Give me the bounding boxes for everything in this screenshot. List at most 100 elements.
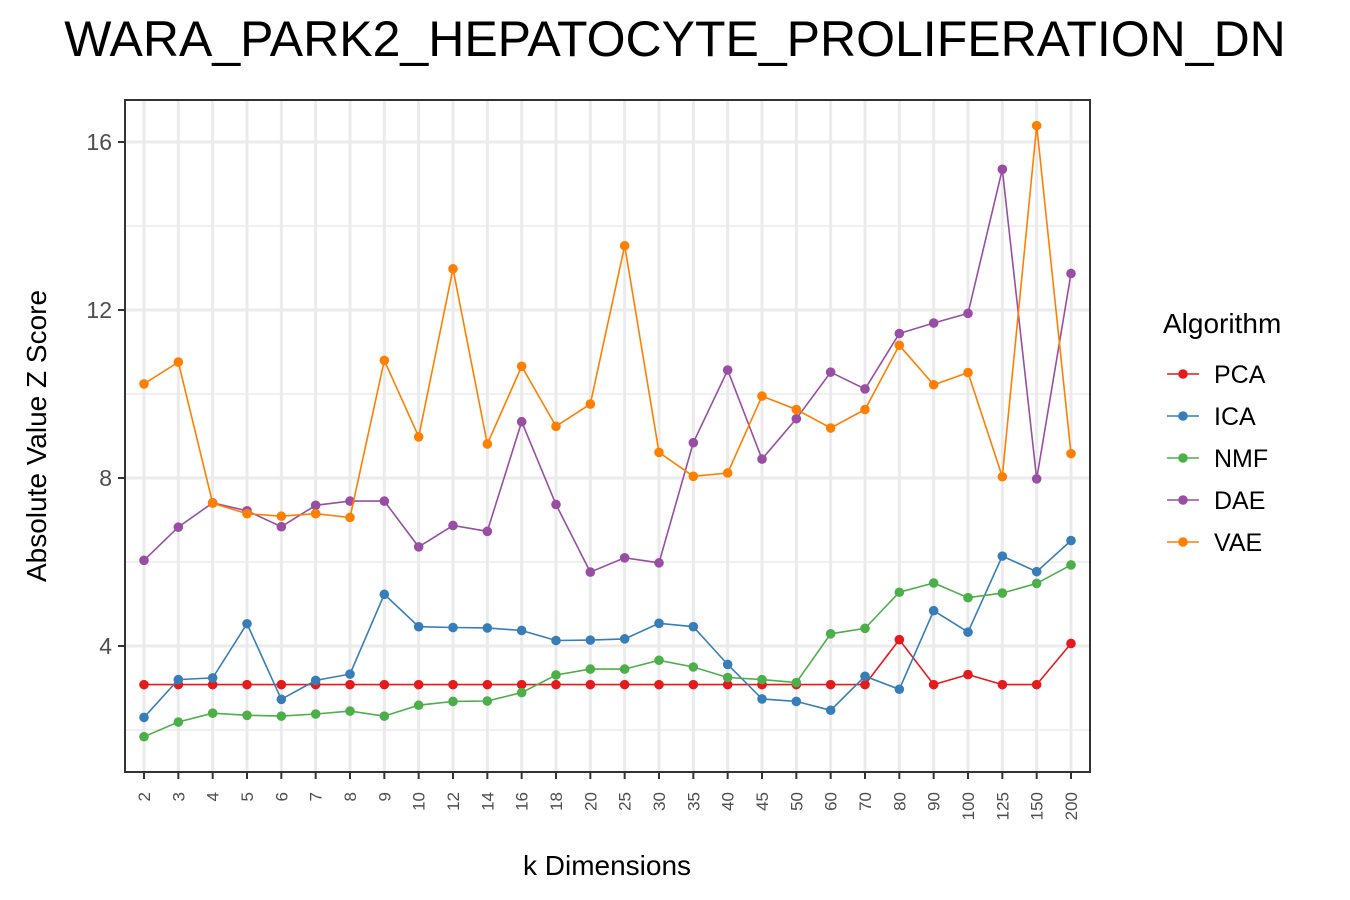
x-tick-label: 30 — [650, 792, 669, 811]
x-tick-label: 18 — [547, 792, 566, 811]
data-point-dae — [173, 522, 184, 532]
data-point-nmf — [722, 672, 733, 683]
series-dae — [139, 164, 1076, 577]
data-point-vae — [207, 498, 218, 509]
data-point-ica — [242, 618, 252, 629]
data-point-dae — [482, 526, 493, 537]
data-point-pca — [963, 669, 973, 680]
data-point-pca — [860, 679, 870, 690]
data-point-nmf — [345, 706, 355, 716]
x-tick-label: 100 — [959, 792, 978, 820]
data-point-dae — [860, 384, 870, 394]
x-tick-label: 40 — [719, 792, 738, 811]
data-point-nmf — [276, 711, 287, 721]
y-tick-label: 4 — [99, 633, 112, 659]
data-point-dae — [928, 318, 939, 328]
x-tick-label: 150 — [1028, 792, 1047, 820]
data-point-pca — [894, 634, 905, 645]
data-point-ica — [276, 694, 287, 705]
data-point-dae — [1066, 268, 1076, 279]
chart-title: WARA_PARK2_HEPATOCYTE_PROLIFERATION_DN — [64, 11, 1286, 67]
data-point-ica — [722, 659, 733, 670]
data-point-pca — [997, 679, 1008, 690]
data-point-dae — [825, 367, 836, 377]
data-point-ica — [207, 673, 218, 683]
data-point-ica — [448, 622, 458, 633]
series-ica — [139, 535, 1076, 723]
x-tick-label: 70 — [856, 792, 875, 811]
data-point-ica — [310, 675, 321, 686]
data-point-vae — [860, 404, 870, 415]
x-tick-label: 35 — [684, 792, 703, 811]
data-point-pca — [722, 679, 733, 690]
data-point-nmf — [619, 664, 630, 674]
x-tick-label: 20 — [581, 792, 600, 811]
data-point-vae — [1031, 120, 1042, 131]
data-point-ica — [688, 621, 699, 632]
legend-marker-vae — [1178, 537, 1188, 547]
data-point-nmf — [791, 677, 802, 688]
data-point-vae — [345, 512, 355, 523]
legend-label-vae: VAE — [1214, 529, 1262, 557]
data-point-nmf — [379, 711, 390, 721]
data-point-ica — [173, 674, 184, 685]
data-point-pca — [379, 679, 390, 690]
data-point-pca — [1031, 679, 1042, 690]
legend: Algorithm PCA ICA NMF DAE VAE — [1163, 308, 1281, 557]
x-tick-label: 50 — [787, 792, 806, 811]
series-layer — [139, 120, 1076, 742]
data-point-dae — [276, 521, 287, 532]
x-tick-label: 200 — [1062, 792, 1081, 820]
grid — [125, 100, 1090, 772]
data-point-vae — [757, 391, 767, 401]
x-tick-label: 90 — [925, 792, 944, 811]
data-point-pca — [448, 679, 458, 690]
data-point-nmf — [585, 664, 596, 674]
data-point-nmf — [928, 578, 939, 588]
data-point-dae — [551, 499, 561, 510]
data-point-nmf — [894, 587, 905, 598]
data-point-vae — [516, 361, 527, 372]
data-point-vae — [379, 355, 390, 366]
data-point-nmf — [997, 588, 1008, 598]
series-vae — [139, 120, 1076, 523]
data-point-dae — [894, 328, 905, 339]
data-point-dae — [139, 555, 149, 566]
y-axis-title: Absolute Value Z Score — [21, 290, 52, 582]
legend-label-nmf: NMF — [1214, 445, 1268, 473]
data-point-nmf — [688, 662, 699, 672]
data-point-ica — [619, 634, 630, 644]
x-tick-label: 10 — [410, 792, 429, 811]
series-nmf — [139, 560, 1076, 742]
data-point-dae — [997, 164, 1008, 175]
series-line-vae — [143, 125, 1072, 519]
data-point-vae — [654, 447, 664, 458]
data-point-pca — [345, 679, 355, 690]
data-point-vae — [413, 432, 424, 442]
data-point-nmf — [1066, 560, 1076, 570]
data-point-dae — [722, 365, 733, 375]
data-point-ica — [825, 705, 836, 716]
data-point-nmf — [860, 623, 870, 634]
series-line-dae — [143, 169, 1072, 574]
data-point-vae — [894, 340, 905, 351]
legend-label-pca: PCA — [1214, 361, 1266, 389]
data-point-pca — [928, 679, 939, 690]
x-tick-label: 25 — [616, 792, 635, 811]
data-point-ica — [928, 605, 939, 616]
data-point-pca — [276, 679, 287, 690]
data-point-ica — [757, 694, 767, 704]
legend-title: Algorithm — [1163, 308, 1281, 339]
x-tick-label: 14 — [478, 792, 497, 811]
data-point-vae — [997, 471, 1008, 482]
data-point-nmf — [207, 708, 218, 718]
data-point-vae — [585, 399, 596, 409]
x-tick-label: 16 — [513, 792, 532, 811]
data-point-pca — [654, 679, 664, 690]
data-point-nmf — [963, 592, 973, 603]
data-point-vae — [310, 508, 321, 519]
legend-item-vae: VAE — [1167, 529, 1262, 557]
series-line-ica — [143, 540, 1072, 718]
